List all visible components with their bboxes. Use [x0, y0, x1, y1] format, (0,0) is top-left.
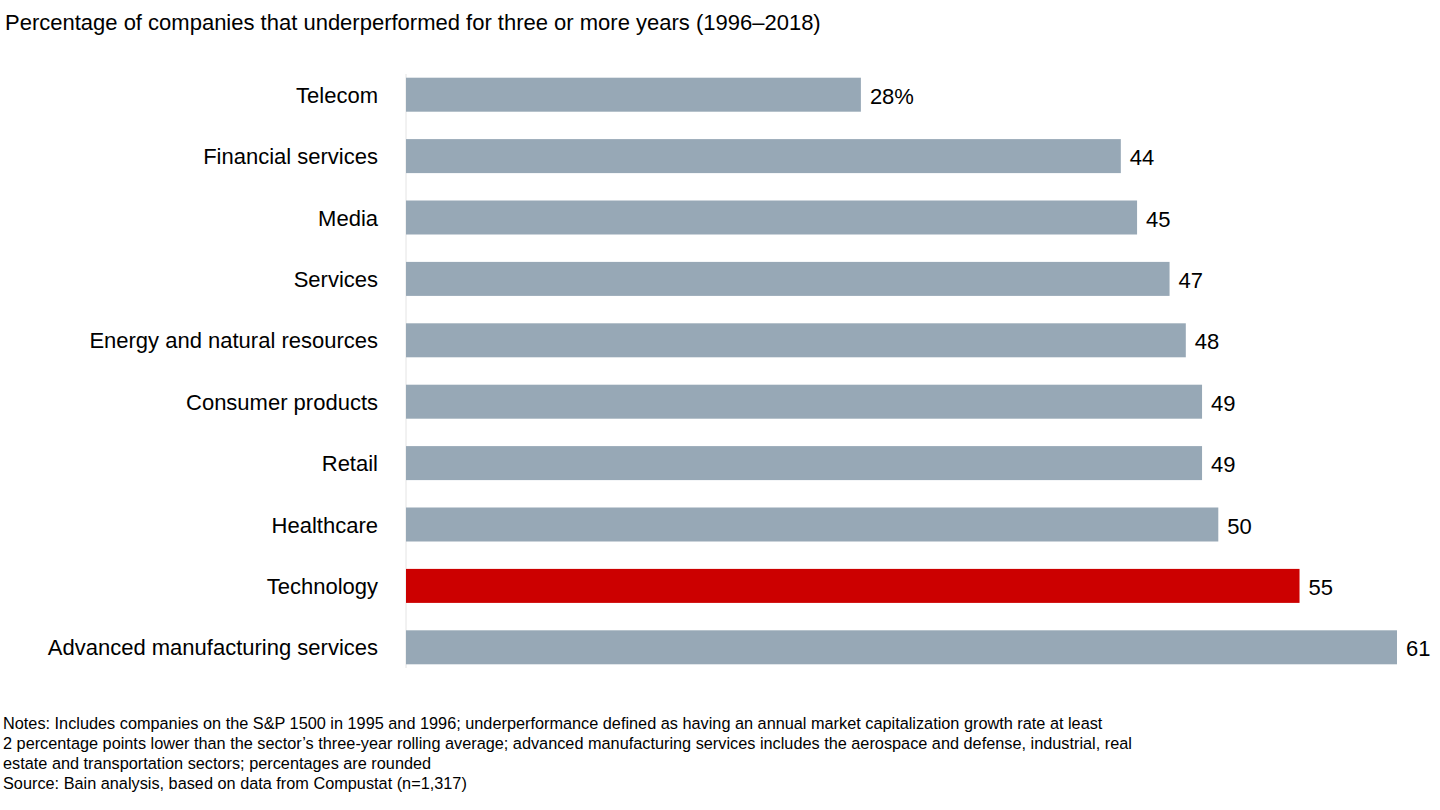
data-label: 47	[1179, 268, 1203, 293]
category-label: Services	[294, 267, 378, 292]
bar	[406, 630, 1397, 664]
bar	[406, 139, 1121, 173]
chart: Percentage of companies that underperfor…	[0, 0, 1440, 810]
category-label: Media	[318, 206, 379, 231]
category-label: Technology	[267, 574, 378, 599]
title: Percentage of companies that underperfor…	[5, 10, 821, 35]
category-label: Healthcare	[272, 513, 378, 538]
note: 2 percentage points lower than the secto…	[3, 734, 1132, 752]
bar	[406, 446, 1202, 480]
category-label: Telecom	[296, 83, 378, 108]
data-label: 50	[1227, 514, 1251, 539]
bar	[406, 385, 1202, 419]
bar	[406, 78, 861, 112]
bar	[406, 508, 1218, 542]
category-label: Financial services	[203, 144, 378, 169]
bar	[406, 201, 1137, 235]
note: Notes: Includes companies on the S&P 150…	[3, 714, 1103, 732]
bars	[406, 78, 1397, 665]
bar	[406, 569, 1300, 603]
bar	[406, 262, 1170, 296]
category-label: Consumer products	[186, 390, 378, 415]
source: Source: Bain analysis, based on data fro…	[3, 774, 467, 792]
data-label: 55	[1309, 575, 1333, 600]
bar	[406, 323, 1186, 357]
data-label: 45	[1146, 207, 1170, 232]
data-label: 28%	[870, 84, 914, 109]
category-label: Retail	[322, 451, 378, 476]
data-label: 48	[1195, 329, 1219, 354]
data-label: 49	[1211, 452, 1235, 477]
data-label: 44	[1130, 145, 1154, 170]
data-label: 49	[1211, 391, 1235, 416]
category-label: Advanced manufacturing services	[48, 635, 378, 660]
category-label: Energy and natural resources	[89, 328, 378, 353]
data-label: 61	[1406, 636, 1430, 661]
note: estate and transportation sectors; perce…	[3, 754, 431, 772]
